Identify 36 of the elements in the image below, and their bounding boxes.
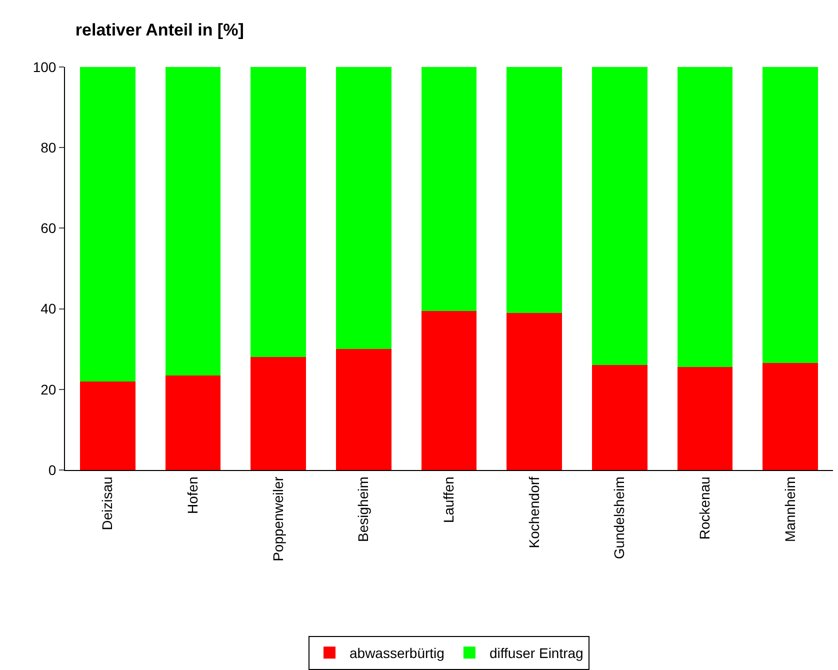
bar [165,375,221,470]
bar [762,363,818,470]
bar [677,367,733,470]
bar [336,67,392,350]
x-tick-label: Mannheim [782,476,798,542]
y-tick-label: 20 [40,381,56,398]
bar [421,67,477,311]
bar [165,67,221,376]
bar [80,67,136,382]
bar [677,67,733,368]
chart-title: relativer Anteil in [%] [75,20,244,40]
bar [592,365,648,470]
y-tick-label: 100 [32,58,56,75]
y-tick-label: 0 [48,462,56,478]
x-tick-label: Gundelsheim [611,476,628,560]
bar [421,310,477,470]
x-tick-label: Besigheim [355,476,372,542]
x-tick-label: Lauffen [440,476,457,524]
bar [506,312,562,470]
x-tick-label: Rockenau [696,476,713,540]
bar [250,357,306,470]
legend-label: diffuser Eintrag [489,645,584,662]
bar [506,67,562,313]
bar [762,67,818,364]
y-tick-label: 80 [40,140,56,156]
bar [250,67,306,358]
y-tick-label: 60 [40,220,56,236]
x-tick-label: Deizisau [99,476,116,530]
legend-label: abwasserbürtig [350,645,444,662]
y-tick-label: 40 [40,300,56,317]
x-tick-label: Poppenweiler [270,476,286,562]
x-tick-label: Kochendorf [526,476,542,548]
x-tick-label: Hofen [184,476,201,514]
bar [336,349,392,470]
bar [592,67,648,366]
bar [80,381,136,470]
